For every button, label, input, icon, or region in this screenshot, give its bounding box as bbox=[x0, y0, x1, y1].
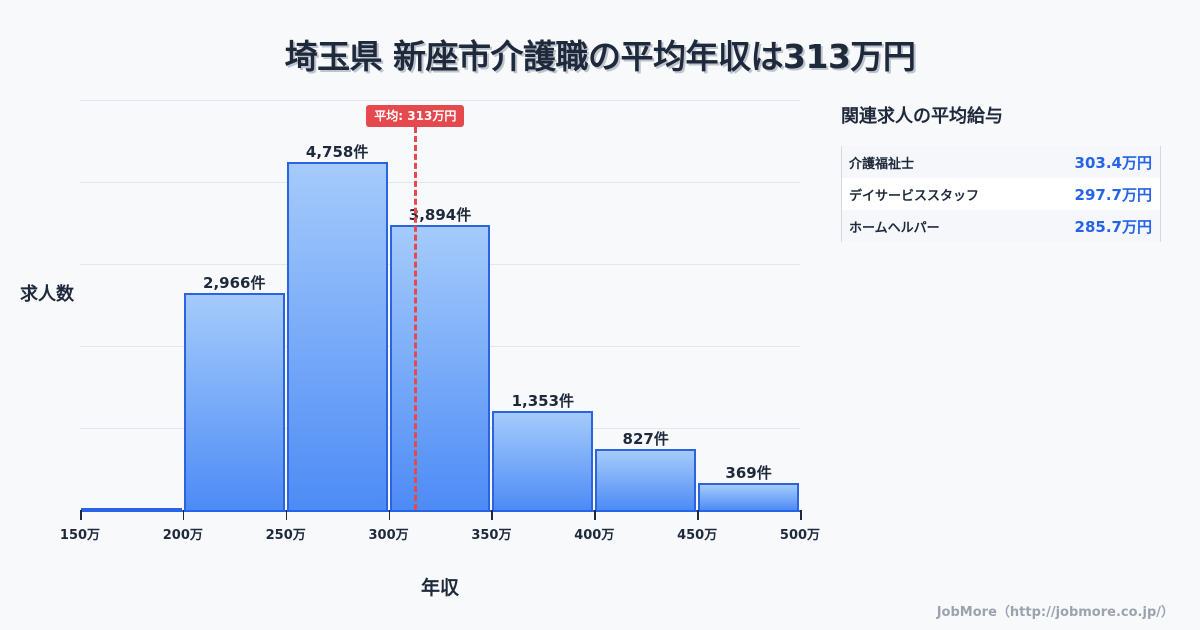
related-job-row: ホームヘルパー 285.7万円 bbox=[842, 210, 1160, 242]
related-job-name: ホームヘルパー bbox=[849, 220, 940, 236]
related-job-row: 介護福祉士 303.4万円 bbox=[842, 146, 1160, 178]
related-jobs-table: 介護福祉士 303.4万円 デイサービススタッフ 297.7万円 ホームヘルパー… bbox=[841, 146, 1161, 242]
related-job-row: デイサービススタッフ 297.7万円 bbox=[842, 178, 1160, 210]
histogram-bar bbox=[492, 410, 594, 510]
source-credit: JobMore（http://jobmore.co.jp/） bbox=[936, 605, 1174, 620]
x-tick-label: 250万 bbox=[265, 528, 306, 543]
y-axis-label: 求人数 bbox=[20, 284, 74, 305]
bar-value-label: 2,966件 bbox=[203, 273, 266, 292]
histogram-bar bbox=[595, 449, 697, 510]
x-tick-label: 400万 bbox=[574, 528, 615, 543]
bar-value-label: 4,758件 bbox=[305, 142, 369, 161]
related-job-name: デイサービススタッフ bbox=[849, 188, 980, 204]
related-job-name: 介護福祉士 bbox=[849, 156, 915, 172]
grid-line bbox=[80, 100, 800, 101]
x-tick-label: 500万 bbox=[779, 528, 821, 543]
histogram-bar bbox=[698, 482, 799, 510]
histogram-chart: 2,966件 4,758件 3,894件 1,353件 827件 369件 平均: 313… bbox=[80, 100, 802, 520]
histogram-bar bbox=[81, 508, 182, 510]
related-job-salary: 303.4万円 bbox=[1074, 153, 1152, 172]
related-job-salary: 297.7万円 bbox=[1074, 185, 1152, 204]
x-tick bbox=[285, 510, 288, 520]
x-tick bbox=[491, 510, 493, 520]
x-tick bbox=[800, 510, 802, 520]
histogram-bar bbox=[286, 161, 388, 510]
x-tick bbox=[388, 510, 391, 520]
x-tick bbox=[697, 510, 699, 520]
histogram-bar bbox=[389, 224, 491, 510]
x-tick-label: 150万 bbox=[59, 528, 101, 543]
related-jobs-title: 関連求人の平均給与 bbox=[841, 106, 1003, 127]
x-axis-label: 年収 bbox=[420, 577, 459, 599]
bar-value-label: 827件 bbox=[622, 430, 669, 449]
bar-value-label: 3,894件 bbox=[408, 205, 472, 224]
mean-badge: 平均: 313万円 bbox=[366, 105, 465, 127]
x-tick-label: 350万 bbox=[471, 528, 512, 543]
grid-line bbox=[80, 182, 800, 183]
x-tick-label: 200万 bbox=[162, 528, 203, 543]
histogram-bar bbox=[183, 292, 285, 510]
x-tick-label: 300万 bbox=[368, 528, 409, 543]
x-tick bbox=[80, 510, 82, 520]
bar-value-label: 369件 bbox=[725, 463, 772, 482]
related-job-salary: 285.7万円 bbox=[1074, 217, 1152, 236]
x-axis-line bbox=[80, 510, 800, 512]
x-tick-label: 450万 bbox=[677, 528, 718, 543]
page-title: 埼玉県 新座市介護職の平均年収は313万円 bbox=[284, 37, 916, 76]
x-tick bbox=[594, 510, 596, 520]
mean-line bbox=[413, 127, 417, 510]
bar-value-label: 1,353件 bbox=[511, 391, 575, 410]
x-tick bbox=[182, 510, 185, 520]
